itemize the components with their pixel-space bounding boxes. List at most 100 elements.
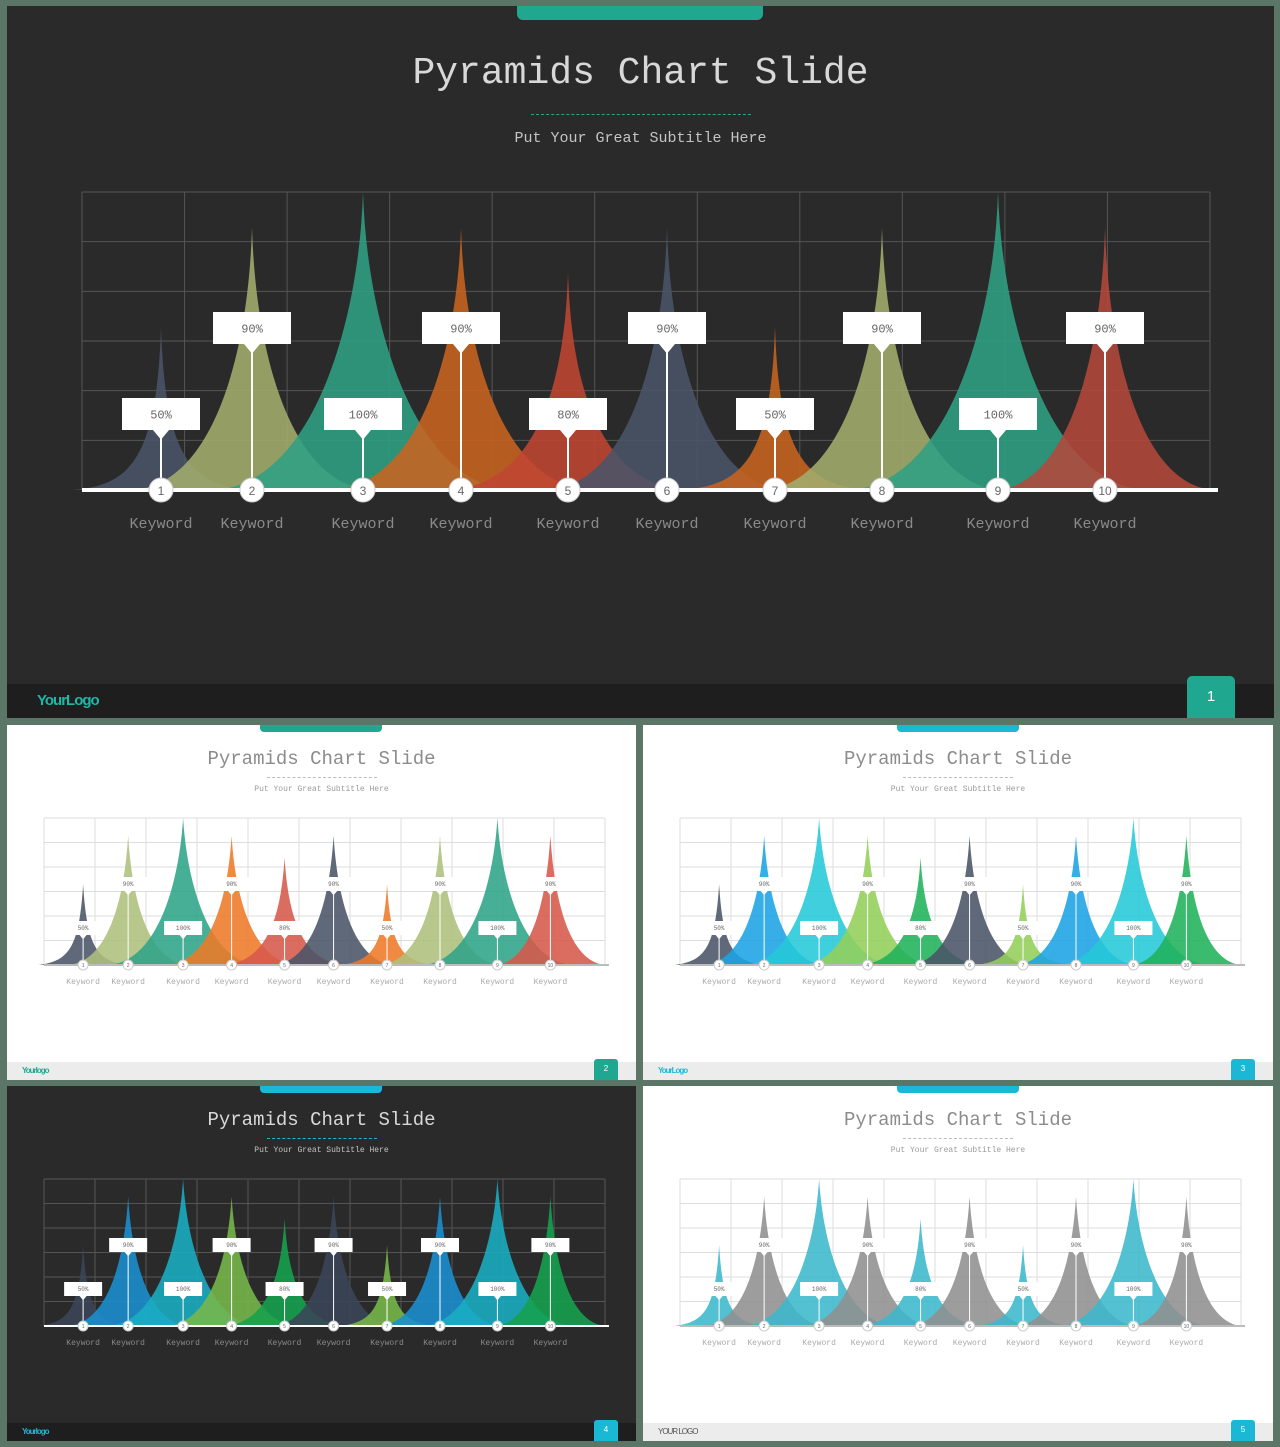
slide-2-top-tab bbox=[260, 725, 382, 732]
category-marker bbox=[226, 1320, 238, 1332]
category-label: Keyword bbox=[534, 978, 568, 987]
slide-3-logo: YourLogo bbox=[658, 1066, 688, 1075]
value-label-pointer bbox=[355, 430, 371, 440]
category-label: Keyword bbox=[111, 1339, 145, 1348]
slide-1-footer bbox=[7, 684, 1274, 718]
value-label: 90% bbox=[123, 881, 134, 888]
category-label: Keyword bbox=[1059, 978, 1093, 987]
category-label: Keyword bbox=[1059, 1339, 1093, 1348]
pyramid-9 bbox=[1059, 1179, 1208, 1326]
value-label-pointer bbox=[1019, 1296, 1027, 1301]
category-marker bbox=[448, 477, 474, 503]
slide-3-top-tab bbox=[897, 725, 1019, 732]
value-label: 80% bbox=[915, 1286, 926, 1293]
category-number: 1 bbox=[158, 484, 165, 498]
pyramid-3 bbox=[108, 1179, 258, 1326]
value-label: 90% bbox=[1071, 881, 1082, 888]
value-label: 80% bbox=[557, 408, 579, 422]
value-label-box bbox=[422, 312, 500, 344]
value-label: 50% bbox=[764, 408, 786, 422]
value-label-box bbox=[64, 921, 103, 935]
category-label: Keyword bbox=[423, 1339, 457, 1348]
category-label: Keyword bbox=[1006, 978, 1040, 987]
category-label: Keyword bbox=[331, 516, 394, 533]
value-label-box bbox=[531, 877, 570, 891]
value-label-box bbox=[324, 398, 402, 430]
slide-4-logo: Yourlogo bbox=[22, 1427, 49, 1436]
category-marker bbox=[915, 1320, 927, 1332]
value-label-pointer bbox=[966, 891, 974, 896]
value-label-pointer bbox=[1129, 935, 1137, 940]
value-label-box bbox=[950, 877, 989, 891]
category-marker bbox=[381, 959, 393, 971]
value-label: 90% bbox=[1094, 322, 1116, 336]
value-label-pointer bbox=[1019, 935, 1027, 940]
category-marker bbox=[77, 959, 89, 971]
slide-4-chart: 50% 1 Keyword 90% 2 Keyword 100% 3 Keyword 90% 4 Ke… bbox=[38, 1178, 609, 1348]
slide-1-page-box bbox=[1187, 676, 1235, 718]
category-label: Keyword bbox=[317, 1339, 351, 1348]
slide-1[interactable]: Pyramids Chart Slide Put Your Great Subt… bbox=[7, 6, 1274, 718]
pyramid-3 bbox=[744, 818, 894, 965]
slide-4[interactable]: Pyramids Chart Slide Put Your Great Subt… bbox=[7, 1086, 636, 1441]
category-marker bbox=[869, 477, 895, 503]
value-label: 100% bbox=[1126, 1286, 1141, 1293]
category-marker bbox=[985, 477, 1011, 503]
value-label: 80% bbox=[279, 1286, 290, 1293]
value-label-box bbox=[800, 921, 839, 935]
category-marker bbox=[1070, 959, 1082, 971]
category-number: 7 bbox=[386, 1324, 389, 1330]
value-label-pointer bbox=[966, 1252, 974, 1257]
category-number: 2 bbox=[763, 963, 766, 969]
slide-5[interactable]: Pyramids Chart Slide Put Your Great Subt… bbox=[643, 1086, 1273, 1441]
value-label-box bbox=[64, 1282, 103, 1296]
value-label-box bbox=[700, 1282, 739, 1296]
category-label: Keyword bbox=[66, 978, 100, 987]
value-label: 100% bbox=[984, 408, 1014, 422]
slide-3[interactable]: Pyramids Chart Slide Put Your Great Subt… bbox=[643, 725, 1273, 1080]
value-label-pointer bbox=[715, 1296, 723, 1301]
pyramid-9 bbox=[423, 818, 572, 965]
category-number: 7 bbox=[1022, 1324, 1025, 1330]
category-label: Keyword bbox=[966, 516, 1029, 533]
value-label-box bbox=[529, 398, 607, 430]
category-marker bbox=[1017, 1320, 1029, 1332]
value-label: 90% bbox=[450, 322, 472, 336]
pyramid-5 bbox=[861, 857, 980, 965]
value-label: 90% bbox=[226, 1242, 237, 1249]
category-number: 1 bbox=[82, 963, 85, 969]
slide-5-chart: 50% 1 Keyword 90% 2 Keyword 100% 3 Keyword 90% 4 Ke… bbox=[674, 1178, 1245, 1348]
value-label-box bbox=[109, 877, 148, 891]
value-label-pointer bbox=[560, 430, 576, 440]
category-number: 4 bbox=[230, 1324, 233, 1330]
value-label: 90% bbox=[759, 881, 770, 888]
category-marker bbox=[713, 959, 725, 971]
value-label-pointer bbox=[864, 1252, 872, 1257]
category-number: 9 bbox=[496, 1324, 499, 1330]
value-label: 100% bbox=[812, 1286, 827, 1293]
category-marker bbox=[813, 1320, 825, 1332]
category-label: Keyword bbox=[111, 978, 145, 987]
slide-2[interactable]: Pyramids Chart Slide Put Your Great Subt… bbox=[7, 725, 636, 1080]
slide-2-logo: Yourlogo bbox=[22, 1066, 49, 1075]
category-marker bbox=[381, 1320, 393, 1332]
category-marker bbox=[1127, 1320, 1139, 1332]
value-label-box bbox=[164, 921, 203, 935]
category-marker bbox=[1092, 477, 1118, 503]
value-label: 50% bbox=[382, 925, 393, 932]
value-label-box bbox=[1167, 1238, 1206, 1252]
value-label-pointer bbox=[1072, 1252, 1080, 1257]
value-label-box bbox=[122, 398, 200, 430]
category-number: 5 bbox=[919, 1324, 922, 1330]
value-label-pointer bbox=[124, 891, 132, 896]
category-label: Keyword bbox=[268, 978, 302, 987]
category-number: 9 bbox=[1132, 1324, 1135, 1330]
category-number: 1 bbox=[82, 1324, 85, 1330]
value-label-box bbox=[265, 921, 304, 935]
pyramid-3 bbox=[108, 818, 258, 965]
category-label: Keyword bbox=[743, 516, 806, 533]
category-marker bbox=[762, 477, 788, 503]
category-label: Keyword bbox=[904, 978, 938, 987]
slide-2-title-divider bbox=[267, 777, 377, 778]
category-number: 4 bbox=[866, 963, 869, 969]
